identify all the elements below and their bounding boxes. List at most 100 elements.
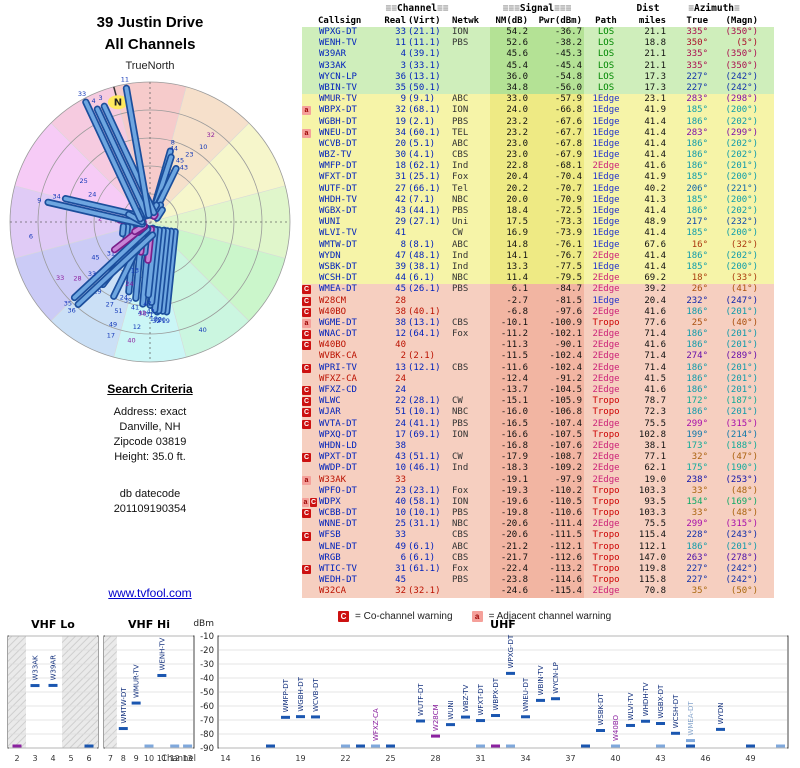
station-callsign-link[interactable]: WMUR-TV: [319, 94, 357, 105]
azimuth-magnetic: (298°): [725, 94, 758, 105]
channel-real: 10: [395, 463, 406, 474]
station-callsign-link[interactable]: WMEA-DT: [319, 284, 357, 295]
station-label: W28CM: [432, 704, 440, 731]
network: ION: [452, 105, 469, 116]
station-callsign-link[interactable]: WNAC-DT: [319, 329, 357, 340]
station-callsign-link[interactable]: WFXT-DT: [319, 172, 357, 183]
channel-tick-label: 31: [475, 754, 485, 763]
station-row: WLNE-DT 49 (6.1) ABC -21.2 -112.1 Tropo 112.1 18…: [302, 541, 774, 553]
station-callsign-link[interactable]: WUTF-DT: [319, 183, 357, 194]
signal-level-tick: [118, 727, 128, 731]
station-callsign-link[interactable]: W28CM: [319, 295, 347, 306]
station-row: C WLWC 22 (28.1) CW -15.1 -105.9 Tropo 78.7 172° (…: [302, 396, 774, 408]
network: [452, 307, 490, 318]
distance-miles: 41.4: [644, 261, 666, 272]
station-callsign-link[interactable]: WCSH-DT: [319, 273, 357, 284]
station-callsign-link[interactable]: WGME-DT: [319, 317, 357, 328]
radar-channel-label: 10: [199, 143, 207, 151]
station-callsign-link[interactable]: WBIN-TV: [319, 82, 357, 93]
distance-miles: 102.8: [638, 429, 666, 440]
station-callsign-link[interactable]: W40BO: [319, 306, 347, 317]
network: ION: [452, 27, 469, 37]
panel-title: UHF: [490, 618, 516, 631]
station-callsign-link[interactable]: WSBK-DT: [319, 261, 357, 272]
station-callsign-link[interactable]: W33AK: [319, 474, 347, 485]
signal-path: Tropo: [592, 396, 620, 407]
station-callsign-link[interactable]: WNNE-DT: [319, 519, 357, 530]
warning-flags: [302, 228, 318, 239]
azimuth-magnetic: (315°): [725, 519, 758, 530]
azimuth-magnetic: (201°): [725, 306, 758, 317]
azimuth-true: 175°: [686, 463, 708, 474]
station-callsign-link[interactable]: WNEU-DT: [319, 127, 357, 138]
station-callsign-link[interactable]: W33AK: [319, 60, 347, 71]
azimuth-true: 185°: [686, 194, 708, 205]
station-callsign-link[interactable]: WPXT-DT: [319, 452, 357, 463]
station-callsign-link[interactable]: WGBH-DT: [319, 116, 357, 127]
signal-level-tick: [491, 744, 500, 748]
co-channel-legend-text: = Co-channel warning: [355, 611, 453, 622]
station-callsign-link[interactable]: WFSB: [319, 530, 341, 541]
station-callsign-link[interactable]: WFXZ-CA: [319, 373, 357, 384]
station-callsign-link[interactable]: WCBB-DT: [319, 508, 357, 519]
station-callsign-link[interactable]: WHDN-LD: [319, 440, 357, 451]
signal-nm-db: 20.0: [490, 194, 530, 207]
station-callsign-link[interactable]: WLVI-TV: [319, 228, 357, 239]
tvfool-link[interactable]: www.tvfool.com: [108, 586, 192, 600]
channel-virtual: (60.1): [408, 127, 441, 138]
station-callsign-link[interactable]: WVTA-DT: [319, 418, 357, 429]
distance-miles: 39.2: [644, 284, 666, 295]
azimuth-true: 274°: [686, 351, 708, 362]
azimuth-true: 299°: [686, 418, 708, 429]
station-callsign-link[interactable]: WRGB: [319, 552, 341, 563]
col-header-real: Real: [384, 16, 406, 26]
station-callsign-link[interactable]: WYCN-LP: [319, 71, 357, 82]
station-row: WCVB-DT 20 (5.1) ABC 23.0 -67.8 1Edge 41.4 186° (…: [302, 138, 774, 151]
station-callsign-link[interactable]: WCVB-DT: [319, 138, 357, 149]
station-callsign-link[interactable]: WGBX-DT: [319, 206, 357, 216]
station-callsign-link[interactable]: WENH-TV: [319, 38, 357, 49]
station-callsign-link[interactable]: WHDH-TV: [319, 194, 357, 205]
network: PBS: [452, 284, 469, 295]
warning-flags: [302, 586, 318, 597]
station-callsign-link[interactable]: W32CA: [319, 586, 347, 597]
radar-channel-label: 29: [93, 288, 101, 296]
station-callsign-link[interactable]: WMFP-DT: [319, 161, 357, 172]
station-callsign-link[interactable]: WMTW-DT: [319, 239, 357, 250]
signal-level-tick: [551, 697, 560, 701]
station-callsign-link[interactable]: WYDN: [319, 250, 341, 261]
azimuth-true: 186°: [686, 373, 708, 384]
station-callsign-link[interactable]: WPXG-DT: [319, 27, 357, 37]
station-callsign-link[interactable]: WEDH-DT: [319, 575, 357, 586]
azimuth-true: 186°: [686, 150, 708, 161]
station-callsign-link[interactable]: WVBK-CA: [319, 351, 357, 362]
azimuth-true: 186°: [686, 362, 708, 373]
warning-flags: [302, 217, 318, 228]
station-label: W39AR: [50, 655, 58, 681]
warning-flags: [302, 49, 318, 60]
station-callsign-link[interactable]: WLNE-DT: [319, 541, 357, 552]
azimuth-magnetic: (200°): [725, 172, 758, 183]
channel-virtual: [408, 340, 452, 351]
signal-level-tick: [461, 715, 470, 719]
station-callsign-link[interactable]: WLWC: [319, 396, 341, 407]
station-callsign-link[interactable]: WUNI: [319, 217, 341, 228]
station-callsign-link[interactable]: WBZ-TV: [319, 150, 352, 161]
station-callsign-link[interactable]: WTIC-TV: [319, 564, 357, 574]
station-callsign-link[interactable]: WWDP-DT: [319, 463, 357, 474]
azimuth-magnetic: (278°): [725, 552, 758, 563]
station-callsign-link[interactable]: WPFO-DT: [319, 485, 357, 496]
station-callsign-link[interactable]: WPRI-TV: [319, 362, 357, 373]
station-callsign-link[interactable]: WDPX: [319, 496, 341, 507]
station-callsign-link[interactable]: W39AR: [319, 49, 347, 60]
azimuth-true: 227°: [686, 71, 708, 82]
distance-miles: 147.0: [638, 552, 666, 563]
station-label: WBPX-DT: [492, 677, 500, 710]
station-label: WCSH-DT: [672, 694, 680, 728]
station-callsign-link[interactable]: WPXQ-DT: [319, 429, 357, 440]
station-callsign-link[interactable]: WBPX-DT: [319, 105, 357, 116]
station-callsign-link[interactable]: WJAR: [319, 407, 341, 418]
station-callsign-link[interactable]: WFXZ-CD: [319, 385, 357, 395]
station-callsign-link[interactable]: W40BO: [319, 340, 347, 351]
